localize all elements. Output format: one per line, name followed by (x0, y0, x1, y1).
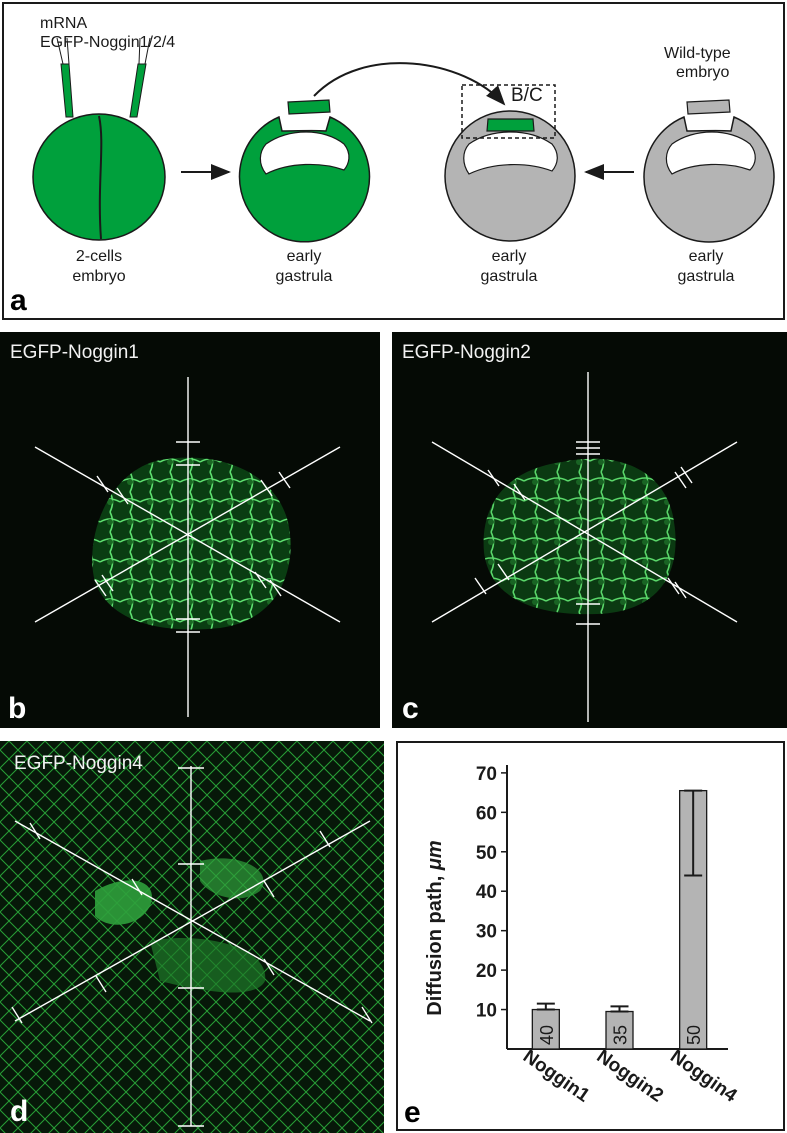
x-category-label: Noggin4 (666, 1046, 741, 1107)
y-axis-label-unit: μm (424, 840, 446, 871)
transplant-arrow (313, 62, 506, 106)
y-tick-label: 20 (476, 961, 497, 982)
noggin4-micrograph (0, 741, 384, 1133)
box-label: B/C (511, 85, 543, 106)
schematic-drawing (32, 37, 775, 243)
bar-n-label: 40 (537, 1025, 557, 1045)
panel-e-chart: 10 20 30 40 50 60 70 40 Noggin1 35 Noggin2 50 Noggi… (396, 741, 785, 1131)
panel-b-micrograph: EGFP-Noggin1 b (0, 332, 380, 728)
y-tick-label: 60 (476, 803, 497, 824)
panel-letter-e: e (404, 1096, 421, 1129)
stage-1-line-2: embryo (72, 268, 126, 285)
wildtype-gastrula (643, 99, 775, 243)
y-axis-label-text: Diffusion path, (424, 870, 446, 1016)
stage-4-line-2: gastrula (677, 268, 735, 285)
y-axis-label: Diffusion path, μm (424, 840, 446, 1015)
mrna-label: mRNA (40, 15, 88, 32)
stage-3-line-2: gastrula (480, 268, 538, 285)
panel-a-schematic: mRNA EGFP-Noggin1/2/4 Wild-type embryo B… (2, 2, 785, 320)
host-gastrula-with-cap (444, 84, 576, 242)
stage-2-line-2: gastrula (275, 268, 333, 285)
bar-noggin1 (531, 1008, 560, 1050)
y-tick-label: 30 (476, 922, 497, 943)
measurement-lines (11, 766, 373, 1127)
noggin1-title: EGFP-Noggin1 (10, 342, 139, 363)
wildtype-label-1: Wild-type (664, 45, 731, 62)
green-gastrula (238, 99, 371, 243)
measurement-lines (431, 372, 738, 722)
noggin2-micrograph (431, 372, 738, 722)
panel-letter-a: a (10, 284, 27, 317)
y-tick-label: 10 (476, 1001, 497, 1022)
y-tick-label: 70 (476, 764, 497, 785)
panel-d-micrograph: EGFP-Noggin4 d (0, 741, 384, 1133)
panel-letter-b: b (8, 692, 27, 725)
wildtype-label-2: embryo (676, 64, 730, 81)
injection-needle-right (129, 37, 151, 118)
injection-needle-left (56, 37, 74, 118)
panel-letter-d: d (10, 1095, 29, 1128)
stage-4-line-1: early (688, 248, 724, 265)
x-category-label: Noggin1 (519, 1046, 594, 1107)
y-tick-label: 40 (476, 882, 497, 903)
panel-letter-c: c (402, 692, 419, 725)
stage-3-line-1: early (491, 248, 527, 265)
noggin1-micrograph (34, 377, 341, 717)
two-cell-embryo (32, 113, 166, 241)
stage-1-line-1: 2-cells (75, 248, 123, 265)
region-box (461, 84, 556, 139)
bar-n-label: 35 (611, 1025, 631, 1045)
noggin1-cell-clone (92, 457, 291, 630)
noggin2-cell-clone (483, 458, 676, 615)
stage-2-line-1: early (286, 248, 322, 265)
noggin2-title: EGFP-Noggin2 (402, 342, 531, 363)
measurement-lines (34, 377, 341, 717)
x-category-label: Noggin2 (593, 1046, 667, 1107)
y-tick-label: 50 (476, 843, 497, 864)
panel-c-micrograph: EGFP-Noggin2 c (392, 332, 787, 728)
bar-n-label: 50 (684, 1025, 704, 1045)
construct-label: EGFP-Noggin1/2/4 (40, 34, 176, 51)
noggin4-title: EGFP-Noggin4 (14, 753, 143, 774)
chart-axes: 10 20 30 40 50 60 70 (476, 764, 728, 1050)
